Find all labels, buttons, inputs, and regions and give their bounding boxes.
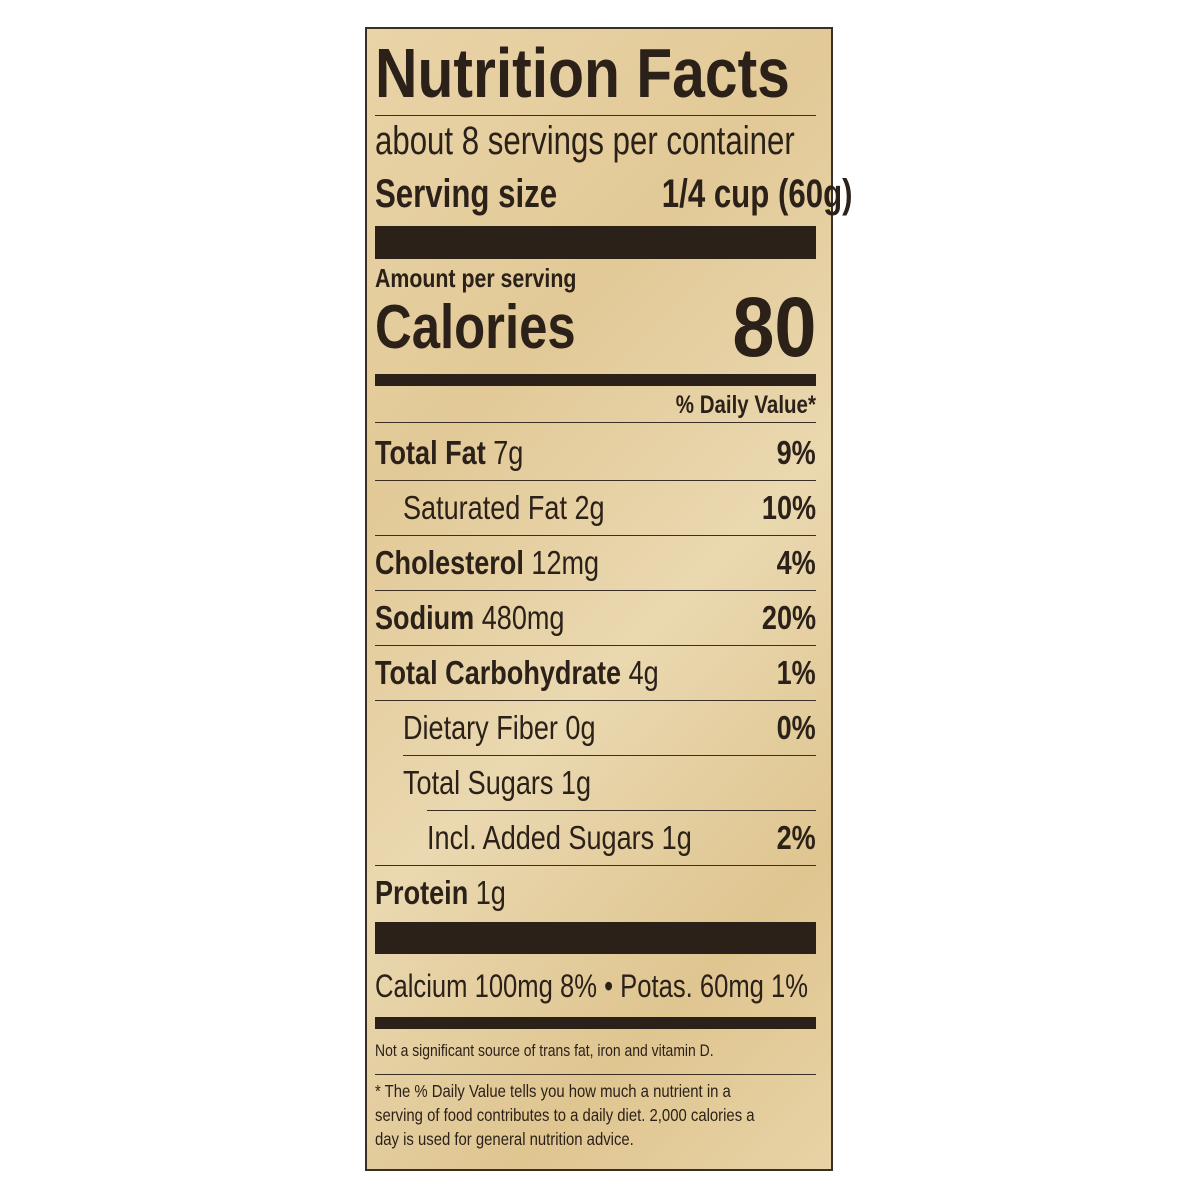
- nutrient-dv: 1%: [776, 653, 816, 691]
- minerals-row: Calcium 100mg 8% • Potas. 60mg 1%: [375, 967, 808, 1004]
- nutrient-row: Incl. Added Sugars 1g 2%: [375, 810, 816, 865]
- nutrient-row: Protein 1g: [375, 865, 816, 920]
- nutrient-label: Protein 1g: [375, 873, 506, 911]
- calories-row: Calories 80: [375, 280, 816, 374]
- nutrient-row: Total Fat 7g 9%: [375, 425, 816, 480]
- nutrient-dv: 10%: [761, 488, 816, 526]
- divider: [375, 865, 816, 866]
- nutrient-dv: 20%: [761, 598, 816, 636]
- thick-divider: [375, 922, 816, 954]
- nutrient-label: Saturated Fat 2g: [403, 488, 605, 526]
- nutrient-dv: 4%: [776, 543, 816, 581]
- nutrient-dv: 2%: [776, 818, 816, 856]
- medium-divider: [375, 374, 816, 386]
- serving-size-label: Serving size: [375, 171, 558, 216]
- nutrient-dv: 0%: [776, 708, 816, 746]
- nutrient-row: Cholesterol 12mg 4%: [375, 535, 816, 590]
- divider: [375, 480, 816, 481]
- divider: [403, 755, 816, 756]
- nutrient-label: Total Carbohydrate 4g: [375, 653, 659, 691]
- nutrient-label: Total Fat 7g: [375, 433, 524, 471]
- nutrient-label: Incl. Added Sugars 1g: [427, 818, 692, 856]
- not-significant-note: Not a significant source of trans fat, i…: [375, 1041, 714, 1060]
- nutrition-facts-panel: Nutrition Facts about 8 servings per con…: [365, 27, 853, 1171]
- nutrient-row: Total Carbohydrate 4g 1%: [375, 645, 816, 700]
- nutrient-label: Total Sugars 1g: [403, 763, 592, 801]
- nutrient-label: Sodium 480mg: [375, 598, 565, 636]
- serving-size-row: Serving size 1/4 cup (60g): [375, 171, 853, 217]
- divider: [427, 810, 816, 811]
- nutrient-label: Dietary Fiber 0g: [403, 708, 596, 746]
- servings-per-container: about 8 servings per container: [375, 119, 795, 163]
- nutrient-row: Sodium 480mg 20%: [375, 590, 816, 645]
- medium-divider: [375, 1017, 816, 1029]
- serving-size-value: 1/4 cup (60g): [662, 171, 853, 216]
- calories-label: Calories: [375, 292, 576, 362]
- daily-value-header: % Daily Value*: [675, 390, 816, 419]
- nutrient-label: Cholesterol 12mg: [375, 543, 600, 581]
- title: Nutrition Facts: [375, 34, 790, 112]
- divider: [375, 535, 816, 536]
- nutrient-dv: 9%: [776, 433, 816, 471]
- divider: [375, 590, 816, 591]
- thick-divider: [375, 226, 816, 259]
- nutrient-row: Total Sugars 1g: [375, 755, 816, 810]
- nutrient-row: Dietary Fiber 0g 0%: [375, 700, 816, 755]
- divider: [375, 645, 816, 646]
- amount-per-serving: Amount per serving: [375, 263, 577, 293]
- nutrient-row: Saturated Fat 2g 10%: [375, 480, 816, 535]
- divider: [375, 700, 816, 701]
- calories-value: 80: [731, 279, 816, 374]
- daily-value-footnote: * The % Daily Value tells you how much a…: [375, 1081, 755, 1149]
